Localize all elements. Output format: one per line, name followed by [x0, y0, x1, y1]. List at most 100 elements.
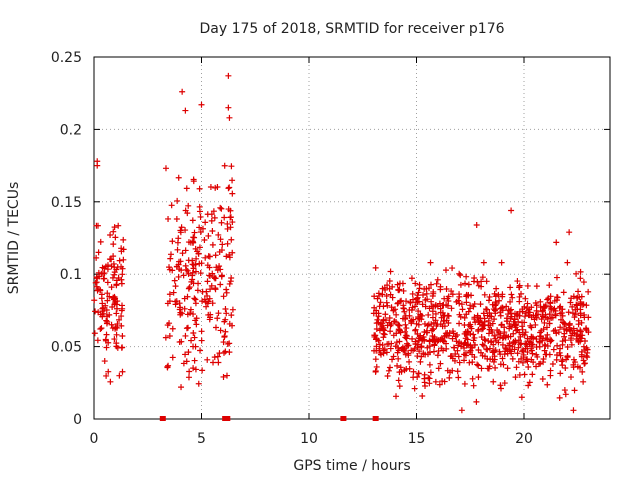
data-point [553, 297, 560, 304]
data-point [479, 274, 486, 281]
data-point [390, 353, 397, 360]
data-point [537, 298, 544, 305]
data-point [491, 316, 498, 323]
data-point [229, 190, 236, 197]
data-point [558, 310, 565, 317]
data-point [557, 324, 564, 331]
data-point [475, 362, 482, 369]
data-point [553, 356, 560, 363]
data-point [215, 231, 222, 238]
data-point [470, 303, 477, 310]
data-point [218, 219, 225, 226]
data-point [443, 317, 450, 324]
data-point [521, 319, 528, 326]
data-point [388, 321, 395, 328]
data-point [385, 367, 392, 374]
data-point [431, 341, 438, 348]
data-point [482, 353, 489, 360]
data-point [580, 343, 587, 350]
data-point [577, 275, 584, 282]
data-point [558, 358, 565, 365]
data-point [465, 308, 472, 315]
outlier-point [179, 88, 186, 95]
data-point [174, 246, 181, 253]
data-point [486, 309, 493, 316]
data-point [445, 312, 452, 319]
data-point [196, 203, 203, 210]
data-point [204, 292, 211, 299]
data-point [501, 351, 508, 358]
data-point [119, 368, 126, 375]
data-point [229, 306, 236, 313]
data-point [525, 363, 532, 370]
data-point [178, 384, 185, 391]
data-point [492, 335, 499, 342]
data-point [478, 319, 485, 326]
data-point [522, 295, 529, 302]
data-point [558, 316, 565, 323]
data-point [99, 270, 106, 277]
data-point [530, 312, 537, 319]
data-point [536, 339, 543, 346]
grid-lines [94, 57, 610, 419]
data-point [442, 267, 449, 274]
data-point [398, 297, 405, 304]
data-point [473, 398, 480, 405]
data-point [572, 311, 579, 318]
data-point [479, 341, 486, 348]
data-point [510, 330, 517, 337]
data-point [212, 252, 219, 259]
data-point [565, 309, 572, 316]
data-point [409, 290, 416, 297]
outlier-point [94, 162, 101, 169]
data-point [527, 322, 534, 329]
data-point [580, 279, 587, 286]
data-point [571, 314, 578, 321]
data-point [372, 356, 379, 363]
data-point [490, 347, 497, 354]
y-tick-label: 0.05 [51, 340, 82, 356]
data-point [457, 281, 464, 288]
data-point [97, 238, 104, 245]
data-point [426, 375, 433, 382]
data-point [394, 362, 401, 369]
data-point [222, 316, 229, 323]
data-point [380, 347, 387, 354]
data-point [570, 361, 577, 368]
data-point [395, 355, 402, 362]
data-point [226, 254, 233, 261]
data-point [554, 342, 561, 349]
data-point [91, 297, 98, 304]
data-point [499, 335, 506, 342]
data-point [467, 321, 474, 328]
data-point [371, 304, 378, 311]
data-point [411, 345, 418, 352]
data-point [226, 349, 233, 356]
data-point [108, 284, 115, 291]
data-point [512, 339, 519, 346]
data-point [119, 333, 126, 340]
data-point [374, 336, 381, 343]
data-point [119, 265, 126, 272]
data-point [539, 307, 546, 314]
data-point [196, 224, 203, 231]
data-point [461, 357, 468, 364]
data-point [463, 273, 470, 280]
data-point [171, 277, 178, 284]
data-points [91, 72, 592, 421]
data-point [580, 301, 587, 308]
data-point [510, 318, 517, 325]
data-point [167, 255, 174, 262]
data-point [193, 255, 200, 262]
x-tick-label: 0 [90, 431, 99, 447]
data-point [449, 291, 456, 298]
data-point [191, 334, 198, 341]
data-point [562, 337, 569, 344]
data-point [180, 360, 187, 367]
data-point [184, 210, 191, 217]
data-point [433, 280, 440, 287]
data-point [406, 306, 413, 313]
data-point [567, 374, 574, 381]
zero-marker [340, 416, 347, 421]
data-point [488, 326, 495, 333]
